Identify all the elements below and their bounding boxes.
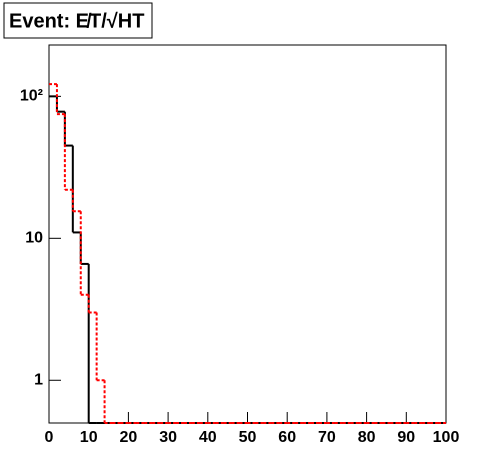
- x-tick-label: 100: [433, 429, 460, 446]
- x-tick-label: 60: [278, 429, 296, 446]
- x-tick-label: 30: [159, 429, 177, 446]
- x-tick-label: 80: [358, 429, 376, 446]
- y-tick-label: 1: [34, 371, 43, 388]
- chart-title: Event: E̸T/√HT: [9, 10, 144, 32]
- x-tick-label: 90: [397, 429, 415, 446]
- y-tick-label: 10: [25, 230, 43, 247]
- y-tick-label: 10²: [20, 88, 43, 105]
- x-tick-label: 10: [80, 429, 98, 446]
- x-tick-label: 40: [199, 429, 217, 446]
- x-tick-label: 20: [120, 429, 138, 446]
- x-tick-label: 50: [239, 429, 257, 446]
- title-box: [3, 2, 153, 39]
- x-tick-label: 70: [318, 429, 336, 446]
- x-tick-label: 0: [45, 429, 54, 446]
